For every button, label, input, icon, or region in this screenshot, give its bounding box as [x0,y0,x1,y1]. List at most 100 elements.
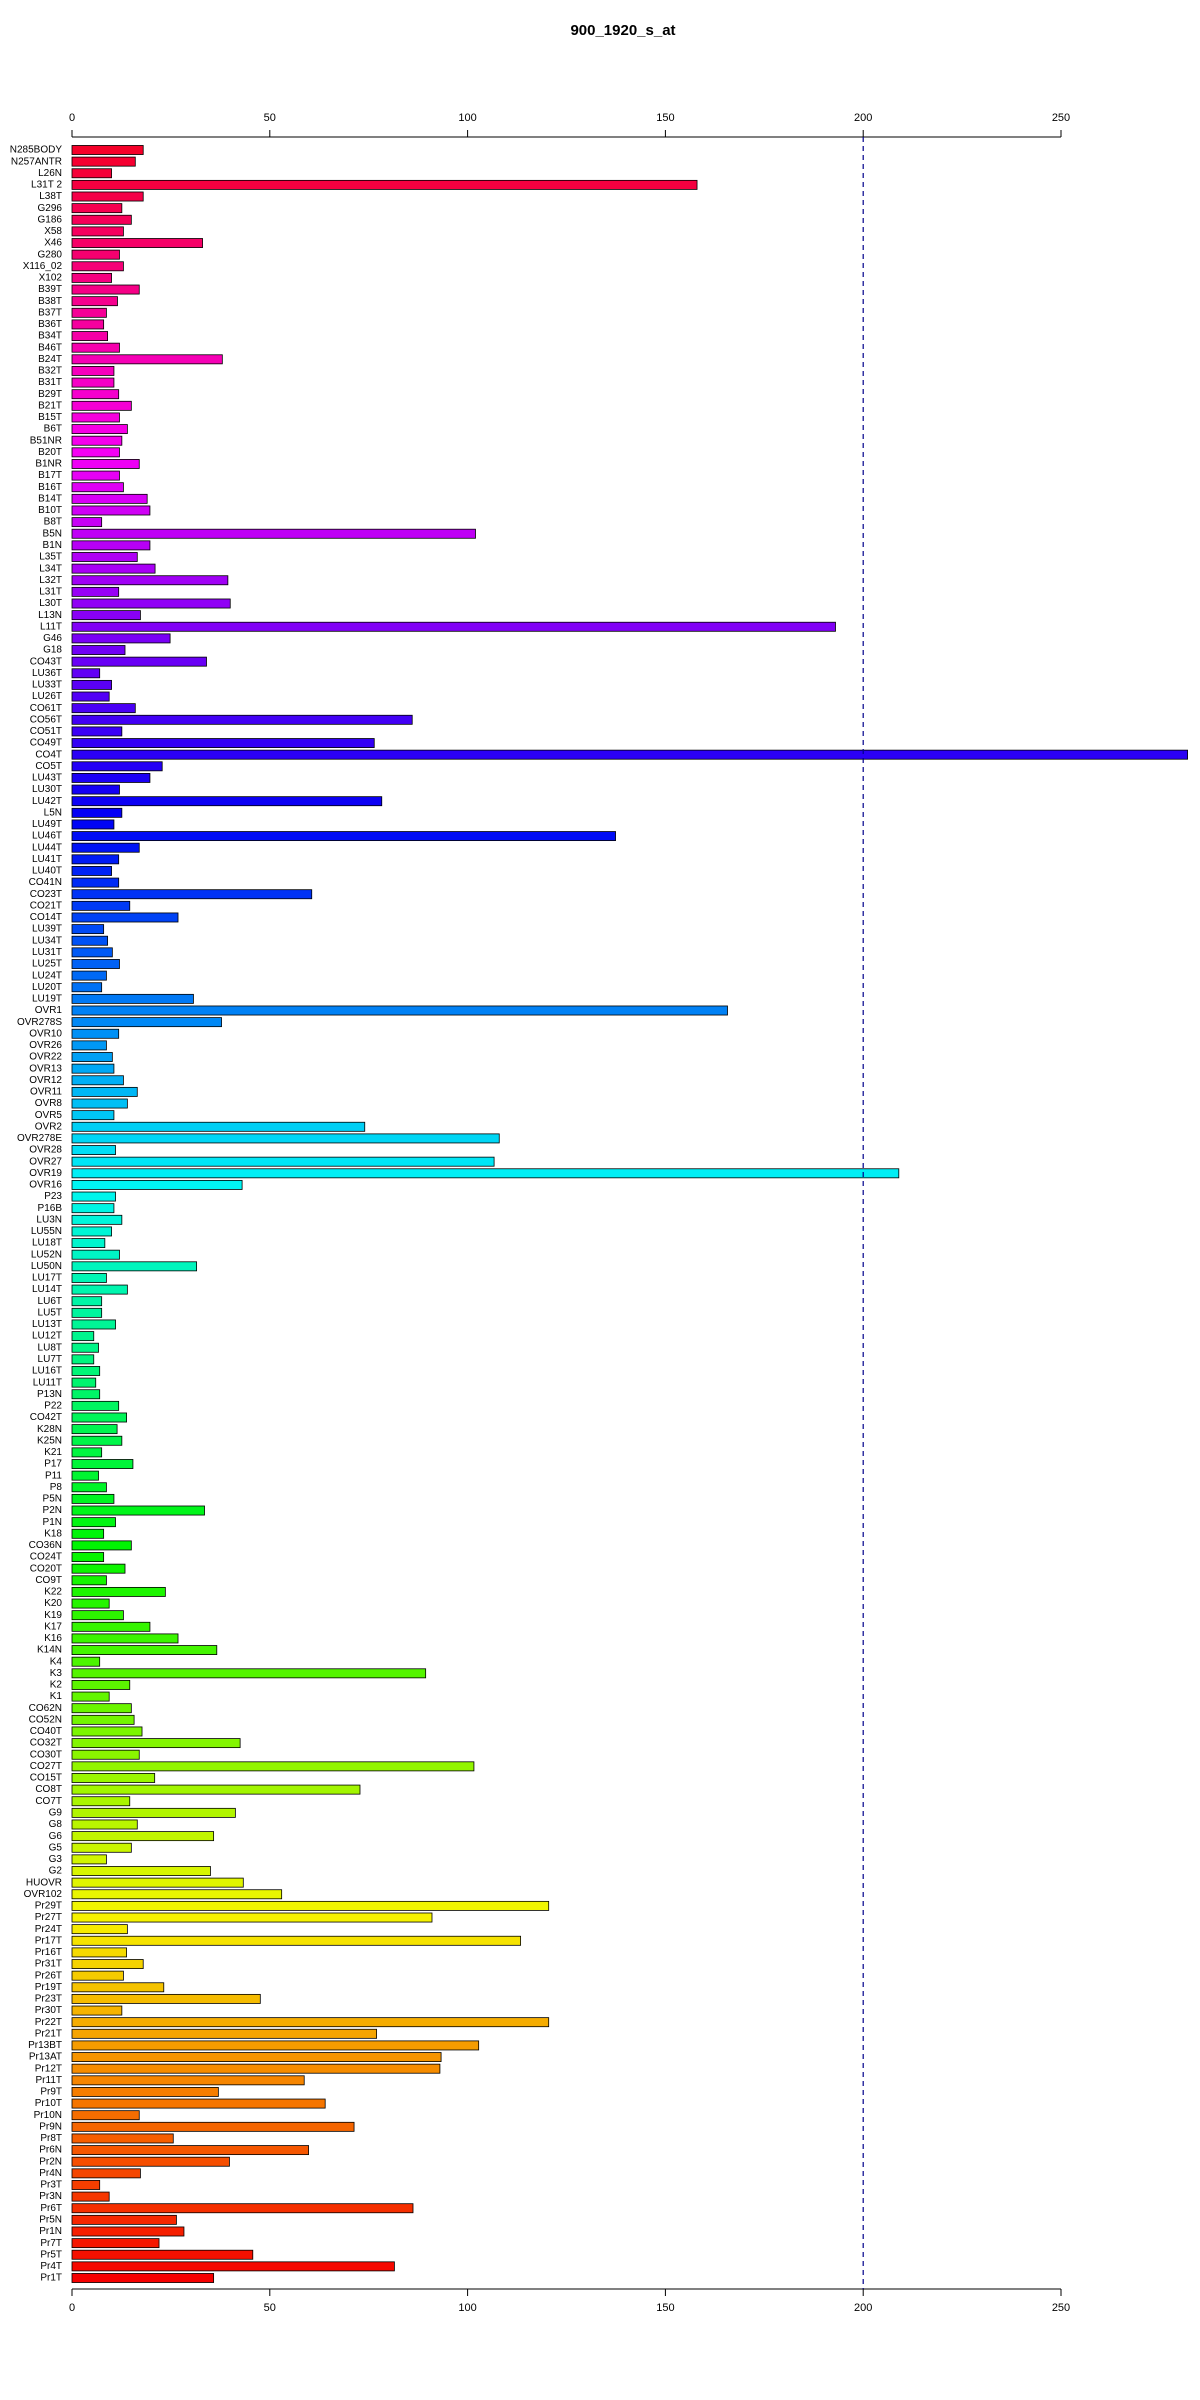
y-tick-label: L32T [39,575,62,586]
bar [71,575,229,586]
bar [71,238,203,248]
y-tick-label: OVR19 [29,1168,62,1179]
y-tick-label: Pr29T [35,1901,62,1912]
y-tick-label: B31T [38,377,62,388]
x-tick-label: 200 [854,112,872,124]
y-tick-label: X102 [39,273,63,284]
bar [71,1900,550,1911]
bar [71,1424,118,1435]
bar [71,1528,105,1539]
bar [71,191,144,202]
bar [71,2063,441,2074]
y-tick-label: CO30T [30,1749,62,1760]
y-tick-label: Pr5T [40,2249,62,2260]
y-tick-label: B34T [38,331,62,342]
bar [71,284,140,295]
bar [71,2075,305,2086]
y-tick-label: G296 [38,203,63,214]
bar [71,1366,101,1376]
y-tick-label: P22 [44,1401,62,1412]
y-tick-label: B37T [38,307,62,318]
x-tick-label: 150 [656,112,674,124]
y-tick-label: LU26T [32,691,62,702]
bar [71,668,101,679]
bar [71,1738,241,1749]
y-tick-label: LU7T [38,1354,62,1365]
y-tick-label: CO40T [30,1726,62,1737]
y-tick-label: Pr22T [35,2017,62,2028]
bar [71,842,140,853]
y-tick-label: OVR2 [35,1121,63,1132]
y-tick-label: Pr31T [35,1959,62,1970]
y-tick-label: LU44T [32,842,62,853]
y-tick-label: K4 [50,1656,63,1667]
bar [71,400,132,411]
y-tick-label: P11 [45,1470,62,1481]
y-tick-label: CO14T [30,912,62,923]
y-tick-label: OVR8 [35,1098,63,1109]
bar [71,1354,95,1365]
bar [71,470,120,481]
bar [71,772,151,783]
y-tick-label: L11T [40,621,62,632]
bar [71,366,115,376]
y-tick-label: K16 [44,1633,62,1644]
bar [71,2028,378,2039]
y-tick-label: LU12T [32,1331,62,1342]
bar [71,1284,128,1295]
y-tick-label: Pr10N [34,2110,62,2121]
bar [71,1145,116,1155]
y-tick-label: Pr27T [35,1912,62,1923]
y-tick-label: LU16T [32,1366,62,1377]
bar [71,1877,244,1888]
y-tick-label: K22 [44,1587,62,1598]
y-tick-label: LU3N [36,1214,62,1225]
y-tick-label: P5N [43,1494,62,1505]
bar [71,1982,165,1993]
bar [71,1005,728,1016]
y-tick-label: OVR10 [29,1028,62,1039]
bar [71,1703,132,1714]
bar [71,796,383,807]
y-tick-label: OVR27 [29,1156,62,1167]
bar [71,1540,132,1551]
bar [71,482,124,493]
bar [71,2226,185,2237]
y-tick-label: B1NR [35,459,62,470]
bar [71,610,141,621]
y-tick-label: K17 [44,1621,62,1632]
bar [71,1086,138,1097]
bar [71,1796,131,1807]
y-tick-label: Pr9N [39,2121,62,2132]
bar [71,912,179,923]
y-tick-label: Pr9T [40,2087,62,2098]
bar [71,1610,124,1621]
y-tick-label: LU11T [33,1377,62,1388]
x-tick-label: 100 [458,112,476,124]
y-tick-label: OVR102 [24,1889,63,1900]
y-tick-label: Pr30T [35,2005,62,2016]
y-tick-label: L34T [39,563,62,574]
y-tick-label: LU17T [32,1273,62,1284]
bar [71,435,123,446]
bar [71,1831,215,1842]
x-tick-label: 250 [1052,112,1070,124]
y-tick-label: OVR22 [29,1052,62,1063]
bar [71,1586,166,1597]
x-tick-label: 100 [458,2302,476,2314]
y-tick-label: B38T [38,296,62,307]
y-tick-label: LU25T [32,959,62,970]
bar [71,412,120,423]
bar [71,1447,103,1458]
bar [71,1912,433,1923]
bar [71,1412,127,1423]
bar [71,1563,126,1574]
y-tick-label: LU6T [38,1296,62,1307]
x-tick-label: 250 [1052,2302,1070,2314]
bar [71,528,476,539]
bar [71,2121,355,2132]
y-tick-label: Pr19T [35,1982,62,1993]
y-tick-label: OVR26 [29,1040,62,1051]
y-tick-label: CO36N [29,1540,62,1551]
y-tick-label: CO51T [30,726,62,737]
